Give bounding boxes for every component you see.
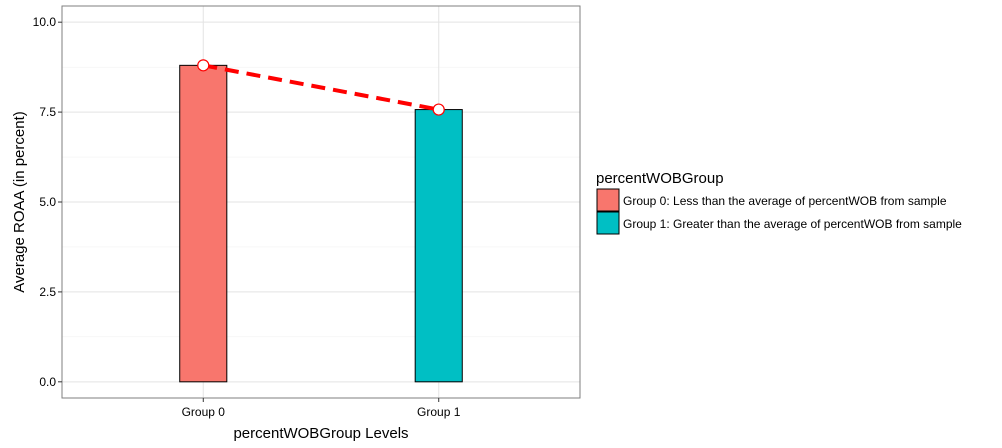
bars — [179, 64, 463, 383]
y-axis-title: Average ROAA (in percent) — [11, 111, 28, 292]
x-axis: Group 0 Group 1 — [182, 398, 461, 419]
y-tick-label: 10.0 — [33, 15, 57, 29]
connector-point-group-0 — [197, 59, 210, 72]
y-tick-label: 2.5 — [39, 285, 56, 299]
legend-key-group-1 — [596, 211, 620, 235]
legend-label-group-1: Group 1: Greater than the average of per… — [623, 217, 962, 231]
bar-group-0 — [179, 64, 228, 383]
y-axis: 0.0 2.5 5.0 7.5 10.0 — [33, 15, 62, 389]
legend: percentWOBGroup Group 0: Less than the a… — [596, 170, 962, 235]
connector-line — [197, 59, 445, 116]
connector-dashed-line — [202, 63, 440, 112]
y-tick-label: 5.0 — [39, 195, 56, 209]
legend-label-group-0: Group 0: Less than the average of percen… — [623, 194, 947, 208]
connector-point-group-1 — [432, 103, 445, 116]
x-axis-title: percentWOBGroup Levels — [233, 425, 408, 442]
y-tick-label: 7.5 — [39, 105, 56, 119]
legend-key-group-0 — [596, 188, 620, 212]
legend-title: percentWOBGroup — [596, 170, 724, 187]
bar-group-1 — [414, 109, 463, 383]
x-tick-label: Group 1 — [417, 405, 461, 419]
y-tick-label: 0.0 — [39, 375, 56, 389]
x-tick-label: Group 0 — [182, 405, 226, 419]
